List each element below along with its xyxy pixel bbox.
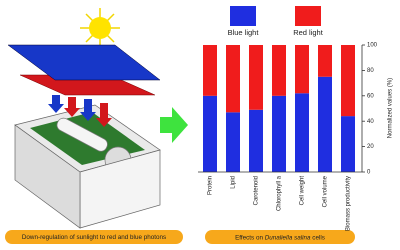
- x-tick-label: Cell weight: [300, 176, 306, 206]
- green-arrow: [160, 107, 188, 143]
- arrows: [48, 95, 112, 127]
- caption-box: [205, 230, 355, 244]
- y-tick-label: 80: [367, 68, 374, 74]
- illustration-caption: Down-regulation of sunlight to red and b…: [22, 234, 166, 241]
- blue-filter: [7, 44, 161, 81]
- caption-part: cells: [311, 234, 325, 241]
- bar-segment: [341, 45, 355, 117]
- bar-segment: [272, 45, 286, 96]
- caption-box: [5, 230, 183, 244]
- caption-part: Effects on: [235, 234, 265, 241]
- legend-label: Red light: [293, 28, 324, 37]
- legend-swatch: [295, 6, 321, 26]
- sun: [80, 8, 120, 48]
- caption-part: Dunaliella salina: [265, 234, 311, 241]
- box-side: [14, 124, 81, 229]
- y-tick-label: 60: [367, 93, 374, 99]
- y-tick-label: 100: [367, 43, 378, 49]
- x-tick-label: Chlorophyll a: [277, 175, 283, 211]
- legend-label: Blue light: [228, 28, 260, 37]
- y-tick-label: 0: [367, 170, 371, 176]
- bar-segment: [295, 93, 309, 172]
- x-tick-label: Lipid: [231, 176, 237, 189]
- bar-segment: [318, 45, 332, 77]
- chart-caption: Effects on Dunaliella salina cells: [235, 234, 325, 241]
- x-tick-label: Biomass productivity: [346, 176, 352, 231]
- bar-segment: [341, 116, 355, 172]
- tube: [56, 117, 108, 152]
- x-tick-label: Cell volume: [323, 175, 329, 207]
- bar-segment: [226, 112, 240, 172]
- illustration: Down-regulation of sunlight to red and b…: [5, 8, 183, 244]
- y-tick-label: 40: [367, 119, 374, 125]
- bar-segment: [203, 45, 217, 96]
- y-tick-label: 20: [367, 144, 374, 150]
- y-axis-label: Normalized values (%): [388, 78, 394, 138]
- bar-segment: [249, 45, 263, 110]
- bar-segment: [203, 95, 217, 172]
- bar-segment: [249, 109, 263, 172]
- bar-segment: [226, 45, 240, 113]
- bar-segment: [318, 76, 332, 172]
- bar-segment: [295, 45, 309, 94]
- bar-segment: [272, 95, 286, 172]
- x-tick-label: Carotenoid: [254, 176, 260, 205]
- x-tick-label: Protein: [208, 176, 214, 195]
- legend-swatch: [230, 6, 256, 26]
